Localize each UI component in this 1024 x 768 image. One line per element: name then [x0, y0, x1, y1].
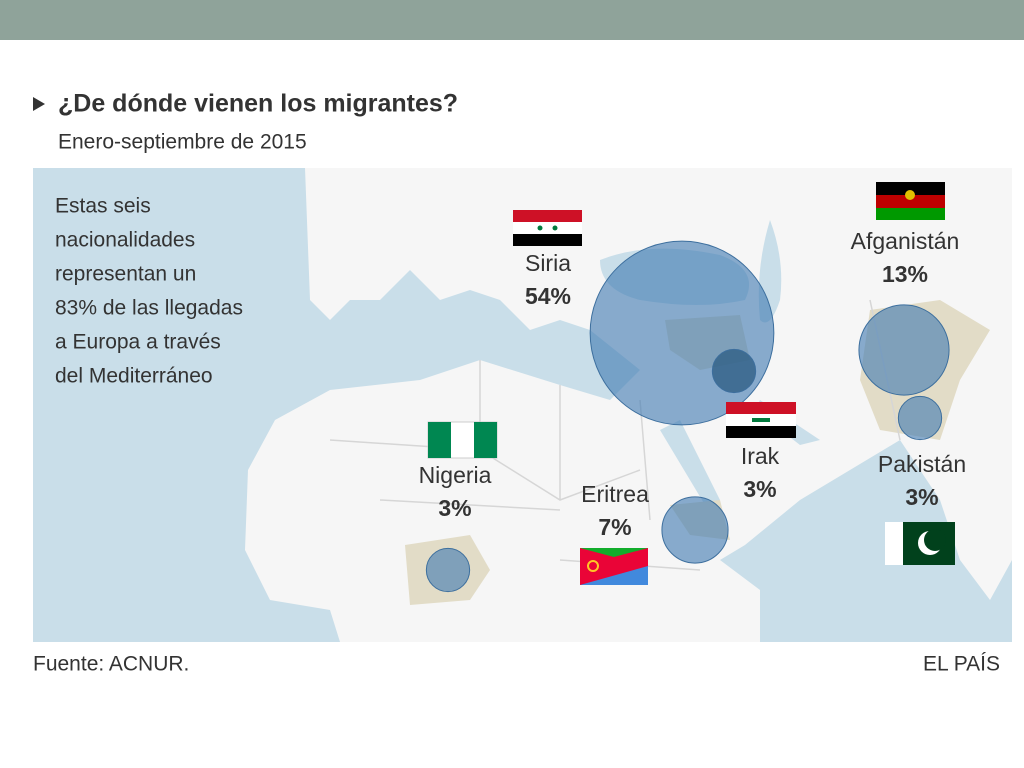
- bubble: [661, 496, 729, 564]
- country-name: Afganistán: [851, 228, 960, 254]
- bubble: [897, 395, 943, 441]
- country-share: 13%: [882, 261, 928, 287]
- bubble: [711, 348, 757, 394]
- flag-nigeria: [427, 421, 498, 459]
- country-share: 54%: [525, 283, 571, 309]
- title: ¿De dónde vienen los migrantes?: [58, 90, 458, 118]
- flags: [427, 182, 955, 585]
- note-line: a Europa a través: [55, 331, 221, 354]
- flag-irak: [726, 402, 796, 438]
- source: Fuente: ACNUR.: [33, 653, 189, 676]
- bubble: [858, 304, 950, 396]
- country-share: 7%: [598, 514, 631, 540]
- country-name: Eritrea: [581, 481, 649, 507]
- note-line: nacionalidades: [55, 229, 195, 252]
- borders: [329, 299, 901, 571]
- bubble: [589, 240, 775, 426]
- country-share: 3%: [905, 484, 938, 510]
- country-share: 3%: [438, 495, 471, 521]
- bullet: [33, 97, 45, 111]
- country-name: Pakistán: [878, 451, 966, 477]
- flag-pakistan: [885, 522, 955, 565]
- flag-afganistan: [876, 182, 945, 220]
- brand: EL PAÍS: [923, 653, 1000, 676]
- note-line: del Mediterráneo: [55, 365, 213, 388]
- country-name: Siria: [525, 250, 571, 276]
- country-name: Irak: [741, 443, 780, 469]
- subtitle: Enero-septiembre de 2015: [58, 131, 307, 154]
- flag-eritrea: [580, 548, 648, 585]
- flag-siria: [513, 210, 582, 246]
- bubble: [425, 547, 471, 593]
- country-name: Nigeria: [419, 462, 492, 488]
- top-bar: [0, 0, 1024, 40]
- note-line: 83% de las llegadas: [55, 297, 243, 320]
- note-line: representan un: [55, 263, 196, 286]
- note-line: Estas seis: [55, 195, 151, 218]
- red-sea: [660, 420, 720, 505]
- country-share: 3%: [743, 476, 776, 502]
